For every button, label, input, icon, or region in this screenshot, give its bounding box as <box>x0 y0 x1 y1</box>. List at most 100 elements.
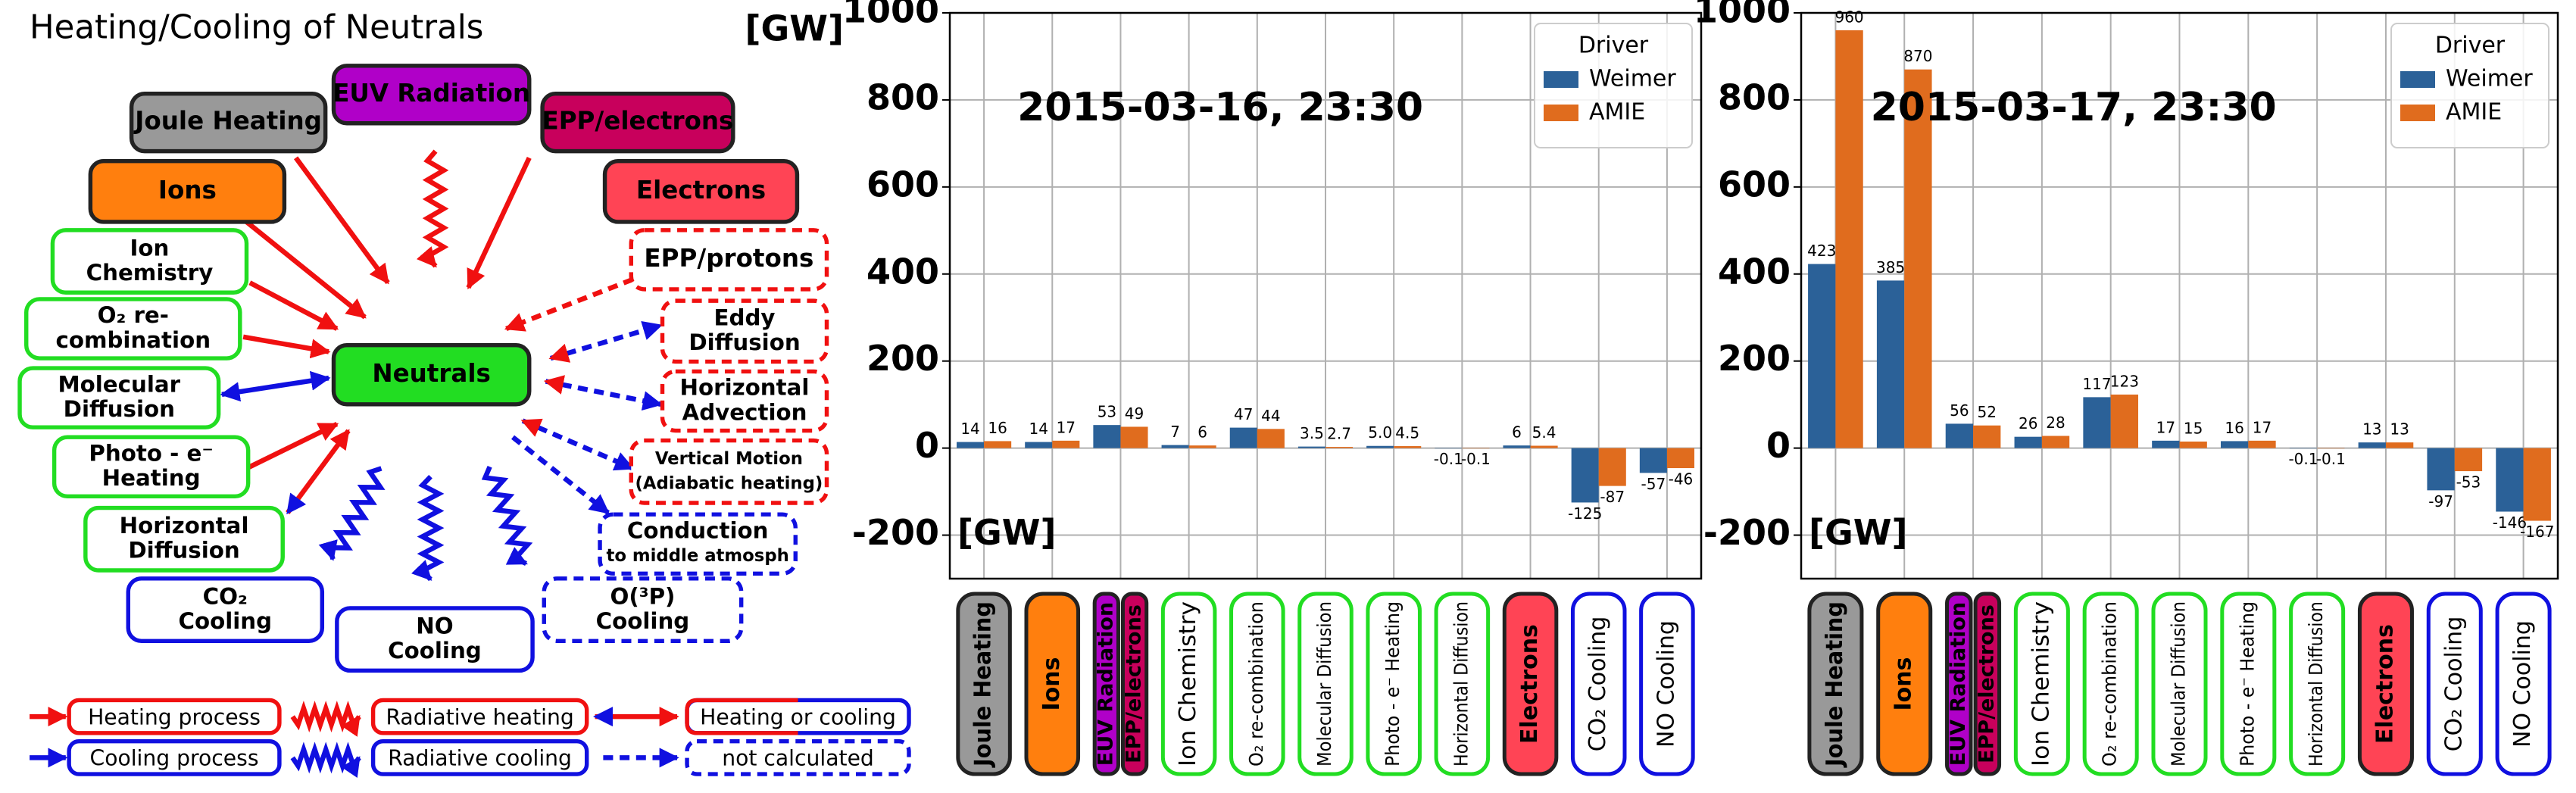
bar <box>1503 445 1531 448</box>
node-box <box>660 369 829 433</box>
category-label: Horizontal Diffusion <box>2305 601 2327 766</box>
value-label: 6 <box>1512 423 1522 442</box>
y-tick-label: 200 <box>866 338 939 379</box>
bar <box>1297 446 1325 448</box>
node-label: Diffusion <box>128 538 239 564</box>
category-box <box>2495 592 2552 776</box>
arrow <box>245 220 367 320</box>
annotation: 2015-03-17, 23:30 <box>1871 85 2277 130</box>
y-tick-label: 600 <box>1718 164 1791 204</box>
category-box <box>2082 592 2139 776</box>
value-label: 17 <box>2156 418 2175 436</box>
bar <box>2523 448 2551 521</box>
bar <box>2385 442 2414 448</box>
legend-label: Weimer <box>2446 66 2533 92</box>
bar <box>1808 264 1836 448</box>
y-tick-label: 400 <box>1718 251 1791 292</box>
node-label: Cooling <box>388 638 482 663</box>
legend-label: Heating or cooling <box>700 704 896 729</box>
node-label: Chemistry <box>86 260 214 286</box>
category-label: Horizontal Diffusion <box>1450 601 1472 766</box>
legend-label: AMIE <box>2446 99 2502 126</box>
category-box <box>1120 592 1149 776</box>
legend-box <box>67 738 282 776</box>
category-box <box>956 592 1012 776</box>
node-label: Horizontal <box>120 513 249 539</box>
legend-swatch <box>1544 105 1578 121</box>
bar <box>1257 429 1285 448</box>
value-label: 16 <box>2225 419 2243 437</box>
bar <box>2014 436 2042 448</box>
value-label: -0.1 <box>2288 450 2318 468</box>
category-label: Photo - e⁻ Heating <box>2236 601 2258 766</box>
node-box <box>335 606 535 673</box>
legend-label: Weimer <box>1589 66 1676 92</box>
legend-swatch <box>2400 71 2435 88</box>
value-label: -0.1 <box>1434 450 1463 468</box>
node-label: Ion <box>130 235 170 261</box>
bar <box>2041 436 2070 448</box>
node-label: Neutrals <box>372 359 491 388</box>
category-label: CO₂ Cooling <box>2440 617 2467 752</box>
bar <box>2289 448 2318 449</box>
arrow <box>548 320 663 363</box>
legend-label: AMIE <box>1589 99 1645 126</box>
node-label: Heating <box>102 465 201 491</box>
bar <box>2427 448 2455 491</box>
value-label: -146 <box>2493 514 2527 532</box>
node-box <box>540 91 735 154</box>
node-box <box>629 438 829 505</box>
node-box <box>126 576 325 644</box>
category-label: EUV Radiation <box>1947 602 1970 766</box>
category-label: NO Cooling <box>1653 620 1679 748</box>
node-label: O(³P) <box>610 583 675 609</box>
category-box <box>1973 592 2002 776</box>
diagram-title: Heating/Cooling of Neutrals <box>30 9 483 47</box>
bar <box>984 441 1012 448</box>
node-label: Diffusion <box>64 396 175 422</box>
legend-box <box>685 738 911 776</box>
value-label: 44 <box>1261 407 1280 425</box>
value-label: 385 <box>1876 258 1905 276</box>
diagram-legend: Heating process Radiative heating Heating … <box>67 698 911 776</box>
arrow <box>248 280 339 331</box>
node-label: (Adiabatic heating) <box>635 474 823 494</box>
legend-label: Heating process <box>88 704 261 729</box>
value-label: 14 <box>960 420 979 438</box>
category-label: Photo - e⁻ Heating <box>1382 601 1404 766</box>
value-label: 28 <box>2046 414 2065 432</box>
value-label: 49 <box>1125 404 1144 423</box>
node-box <box>598 512 798 576</box>
legend-swatch <box>2400 105 2435 121</box>
value-label: 14 <box>1029 420 1048 438</box>
category-label: EPP/electrons <box>1123 604 1146 763</box>
category-box <box>2220 592 2277 776</box>
bar <box>1188 445 1216 448</box>
node-label: Electrons <box>636 176 766 204</box>
bar <box>1666 448 1694 469</box>
node-label: combination <box>55 327 211 353</box>
y-tick-label: 0 <box>915 425 939 466</box>
value-label: 870 <box>1903 47 1932 65</box>
category-box <box>2151 592 2208 776</box>
node-box <box>331 342 532 407</box>
node-label: EPP/protons <box>644 244 813 273</box>
legend-title: Driver <box>2435 33 2506 59</box>
node-label: Conduction <box>627 517 769 543</box>
category-label: Ion Chemistry <box>2028 601 2054 766</box>
value-label: 3.5 <box>1300 424 1324 442</box>
wavy-arrow <box>318 466 386 561</box>
node-label: to middle atmosph <box>606 546 788 566</box>
bar <box>1639 448 1667 473</box>
bar <box>1598 448 1626 486</box>
y-tick-label: 1000 <box>842 0 939 31</box>
category-label: NO Cooling <box>2509 620 2536 748</box>
category-label: Joule Heating <box>970 601 997 768</box>
arrow <box>286 429 351 515</box>
bar <box>1435 448 1463 449</box>
category-box <box>1502 592 1559 776</box>
value-label: -97 <box>2428 492 2453 510</box>
wavy-arrow <box>481 466 533 566</box>
category-label: Molecular Diffusion <box>1313 601 1335 766</box>
node-box <box>17 366 221 429</box>
